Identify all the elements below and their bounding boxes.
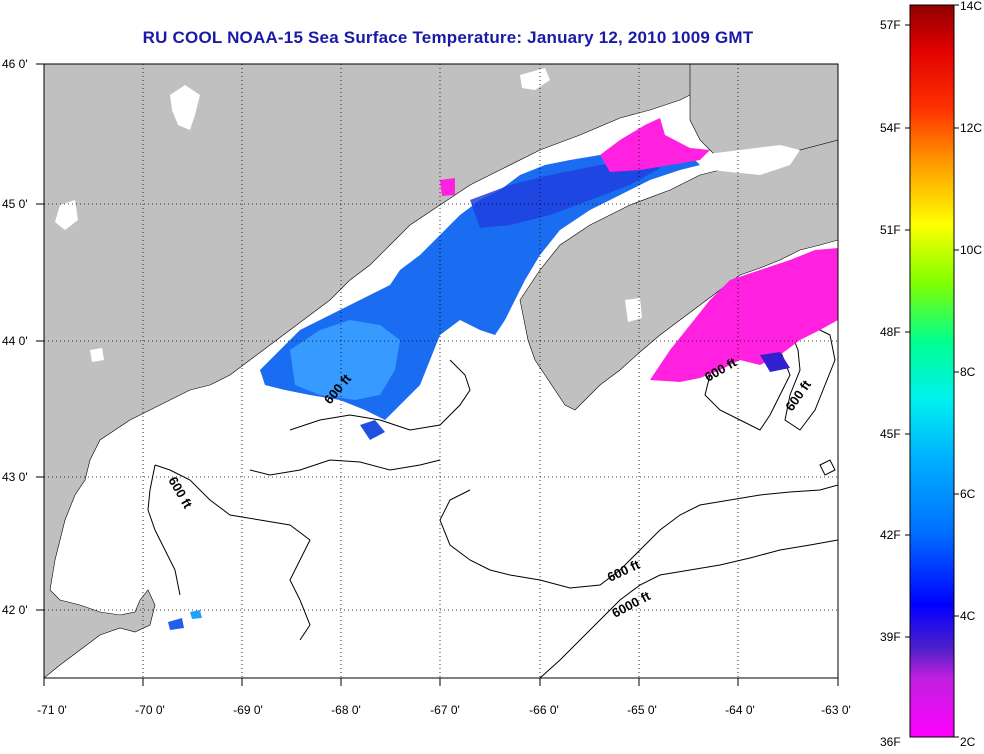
sst-blue-patch	[168, 618, 184, 630]
y-tick-label: 42 0'	[2, 603, 28, 617]
y-tick-label: 43 0'	[2, 470, 28, 484]
colorbar-ticks	[905, 4, 959, 738]
colorbar-f-label: 42F	[880, 528, 901, 542]
colorbar-c-label: 4C	[960, 609, 976, 623]
map-frame	[43, 63, 839, 679]
sst-magenta-region	[650, 248, 838, 382]
sst-blue-patch	[190, 610, 202, 619]
colorbar-f-label: 51F	[880, 223, 901, 237]
land-mainland	[44, 64, 701, 678]
cloud-patch	[90, 348, 104, 362]
colorbar-c-label: 8C	[960, 365, 976, 379]
colorbar-c-label: 10C	[960, 243, 982, 257]
sst-magenta-region	[440, 178, 455, 196]
colorbar-f-label: 57F	[880, 18, 901, 32]
x-tick-label: -63 0'	[821, 703, 851, 717]
colorbar-f-label: 54F	[880, 121, 901, 135]
graticule	[44, 64, 838, 678]
sst-blue-patch	[360, 420, 385, 440]
colorbar-c-label: 2C	[960, 735, 976, 749]
x-tick-label: -71 0'	[37, 703, 67, 717]
colorbar-f-label: 45F	[880, 427, 901, 441]
sst-purple-patch	[760, 352, 790, 372]
x-tick-label: -70 0'	[135, 703, 165, 717]
y-tick-label: 46 0'	[2, 57, 28, 71]
colorbar	[909, 4, 955, 738]
y-tick-label: 44 0'	[2, 334, 28, 348]
colorbar-f-label: 39F	[880, 630, 901, 644]
cloud-patch	[700, 145, 800, 175]
colorbar-f-label: 36F	[880, 735, 901, 749]
x-tick-label: -66 0'	[529, 703, 559, 717]
chart-title: RU COOL NOAA-15 Sea Surface Temperature:…	[142, 28, 754, 47]
colorbar-f-label: 48F	[880, 325, 901, 339]
colorbar-c-label: 12C	[960, 121, 982, 135]
sst-deep-blue-region	[470, 160, 660, 228]
colorbar-c-label: 14C	[960, 0, 982, 13]
x-tick-label: -69 0'	[233, 703, 263, 717]
y-axis-ticks	[36, 63, 44, 611]
sst-cyan-region	[290, 320, 400, 400]
x-tick-label: -67 0'	[430, 703, 460, 717]
x-tick-label: -64 0'	[725, 703, 755, 717]
land-new-brunswick	[689, 64, 838, 161]
cloud-patch	[625, 298, 642, 322]
y-tick-label: 45 0'	[2, 197, 28, 211]
cloud-patch	[520, 68, 550, 90]
x-axis-ticks	[43, 678, 839, 686]
cloud-patch	[170, 85, 200, 130]
x-tick-label: -65 0'	[627, 703, 657, 717]
sst-magenta-region	[600, 118, 710, 172]
cloud-patch	[55, 200, 78, 230]
land-nova-scotia	[519, 139, 838, 411]
colorbar-c-label: 6C	[960, 487, 976, 501]
x-tick-label: -68 0'	[331, 703, 361, 717]
